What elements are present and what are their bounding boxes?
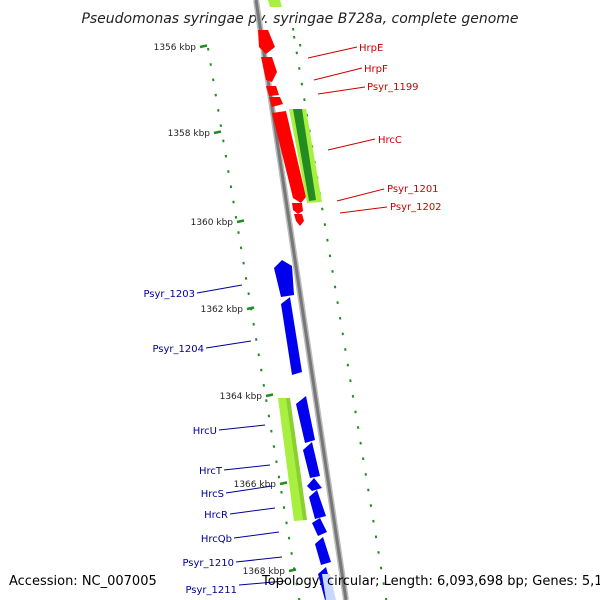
gene-label[interactable]: Psyr_1201 [387, 184, 439, 195]
gene-label[interactable]: HrcR [204, 510, 228, 521]
gene-feature[interactable] [272, 111, 306, 203]
forward-strand-features [258, 0, 322, 226]
gene-feature[interactable] [294, 214, 304, 226]
gene-label[interactable]: Psyr_1211 [185, 585, 237, 596]
gene-feature[interactable] [281, 297, 302, 375]
tick-mark [246, 306, 255, 311]
gene-feature[interactable] [266, 86, 279, 96]
hrcu-feature-core[interactable] [286, 398, 307, 520]
gene-label[interactable]: HrcS [201, 489, 224, 500]
gene-feature[interactable] [261, 57, 277, 82]
kbp-ticks: 1356 kbp 1358 kbp 1360 kbp 1362 kbp 1364 kbp… [154, 43, 297, 577]
topology-text: Topology: circular; Length: 6,093,698 bp… [262, 574, 600, 589]
gene-feature[interactable] [274, 260, 294, 297]
gene-label[interactable]: HrpF [364, 64, 388, 75]
tick-label: 1362 kbp [201, 305, 244, 315]
map-title: Pseudomonas syringae pv. syringae B728a,… [81, 11, 518, 27]
gene-label[interactable]: Psyr_1210 [182, 558, 234, 569]
gene-feature[interactable] [307, 478, 322, 491]
tick-label: 1360 kbp [191, 218, 234, 228]
gene-feature[interactable] [309, 490, 326, 519]
tick-label: 1356 kbp [154, 43, 197, 53]
partial-feature[interactable] [322, 574, 336, 600]
gene-label[interactable]: HrcQb [201, 534, 232, 545]
hrcc-feature-core[interactable] [293, 109, 316, 201]
gene-label[interactable]: Psyr_1202 [390, 202, 442, 213]
tick-label: 1358 kbp [168, 129, 211, 139]
tick-mark [213, 130, 222, 135]
reverse-gene-labels: Psyr_1203 Psyr_1204 HrcU HrcT HrcS HrcR … [143, 284, 286, 596]
gene-feature[interactable] [312, 518, 327, 536]
gene-feature[interactable] [315, 537, 331, 565]
reverse-strand-features [274, 260, 336, 600]
gene-label[interactable]: Psyr_1199 [367, 82, 419, 93]
gene-label[interactable]: HrcC [378, 135, 402, 146]
forward-gene-labels: HrpE HrpF Psyr_1199 HrcC Psyr_1201 Psyr_… [307, 43, 442, 214]
tick-mark [236, 219, 245, 224]
tick-label: 1364 kbp [220, 392, 263, 402]
guide-arcs [207, 27, 388, 600]
tick-mark [288, 568, 297, 573]
highlight-feature[interactable] [268, 0, 282, 7]
gene-label[interactable]: HrcU [193, 426, 217, 437]
gene-label[interactable]: HrpE [359, 43, 383, 54]
tick-label: 1368 kbp [243, 567, 286, 577]
tick-mark [265, 393, 274, 398]
accession-text: Accession: NC_007005 [9, 574, 157, 589]
gene-label[interactable]: HrcT [199, 466, 223, 477]
tick-mark [279, 481, 288, 486]
gene-feature[interactable] [303, 442, 320, 478]
gene-feature[interactable] [269, 97, 283, 107]
gene-feature[interactable] [292, 203, 303, 214]
gene-feature[interactable] [296, 396, 315, 443]
gene-label[interactable]: Psyr_1203 [143, 289, 195, 300]
gene-feature[interactable] [258, 30, 275, 54]
gene-label[interactable]: Psyr_1204 [152, 344, 204, 355]
tick-mark [199, 44, 208, 49]
tick-label: 1366 kbp [234, 480, 277, 490]
